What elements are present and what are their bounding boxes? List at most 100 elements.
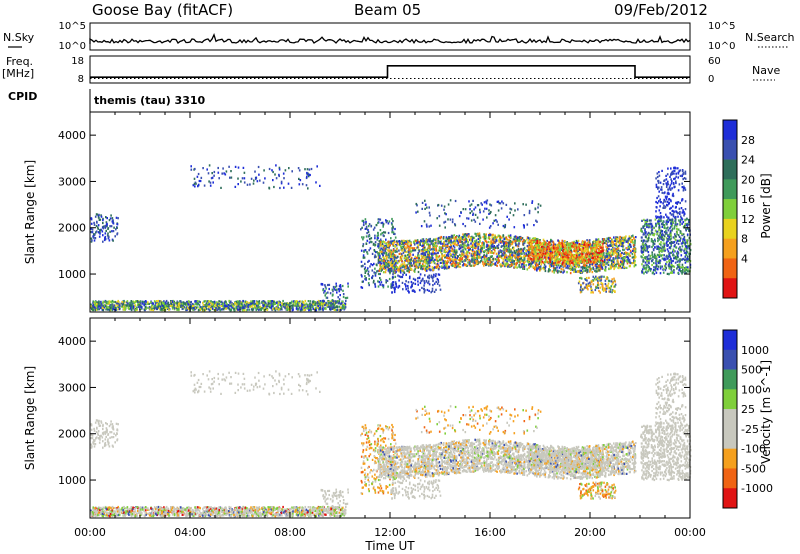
power-cell: [136, 307, 138, 310]
power-cell: [372, 274, 374, 278]
power-cell: [115, 228, 117, 231]
power-cell: [157, 299, 160, 303]
power-cell: [481, 243, 483, 247]
power-cell: [494, 234, 496, 237]
power-cell: [161, 304, 164, 307]
power-cell: [187, 308, 190, 311]
power-cell: [483, 237, 485, 240]
power-cell: [449, 261, 452, 264]
power-cell: [299, 179, 302, 182]
power-cell: [505, 247, 508, 250]
power-cell: [630, 240, 633, 244]
power-cell: [607, 238, 610, 241]
power-cell: [600, 267, 603, 270]
power-cell: [303, 302, 305, 305]
power-cell: [426, 262, 429, 265]
power-cell: [460, 238, 462, 241]
power-cell: [377, 269, 379, 273]
power-cell: [394, 245, 397, 248]
power-cell: [285, 304, 287, 307]
power-cell: [97, 308, 99, 311]
power-cell: [171, 300, 174, 303]
power-cell: [377, 272, 380, 276]
power-cell: [208, 180, 210, 183]
power-cell: [382, 267, 385, 270]
power-cell: [317, 304, 319, 307]
power-cell: [235, 300, 237, 303]
power-cell: [257, 165, 260, 169]
power-cell: [391, 262, 393, 265]
power-cell: [91, 308, 94, 311]
power-cell: [99, 232, 101, 235]
power-cell: [485, 263, 488, 266]
power-cell: [420, 257, 423, 260]
power-cell: [464, 263, 466, 266]
power-cell: [122, 303, 124, 306]
power-cell: [173, 300, 175, 303]
power-cell: [305, 302, 308, 305]
power-cell: [391, 231, 393, 234]
power-cell: [466, 264, 468, 267]
power-cell: [521, 259, 524, 262]
power-cell: [601, 262, 603, 265]
power-cell: [389, 272, 391, 275]
power-cell: [382, 256, 385, 259]
power-cell: [126, 304, 128, 307]
power-cell: [279, 186, 281, 190]
power-cell: [583, 267, 586, 270]
power-cell: [473, 264, 476, 267]
power-cell: [281, 302, 284, 305]
power-cell: [269, 306, 271, 309]
power-cell: [310, 308, 312, 311]
power-cell: [613, 253, 615, 256]
power-cell: [278, 174, 280, 178]
power-cell: [283, 177, 285, 180]
power-cell: [301, 183, 304, 186]
power-cell: [591, 271, 594, 274]
power-cell: [368, 241, 371, 244]
power-cell: [458, 248, 461, 251]
power-cell: [382, 249, 384, 252]
power-cell: [247, 304, 250, 307]
power-cell: [454, 252, 457, 255]
power-cell: [431, 248, 433, 251]
power-cell: [513, 236, 516, 239]
power-cell: [161, 301, 163, 304]
power-cell: [457, 255, 459, 258]
power-cell: [408, 253, 411, 256]
power-cell: [310, 303, 313, 306]
power-cell: [397, 260, 400, 263]
power-cell: [600, 258, 603, 261]
power-cell: [312, 307, 314, 310]
power-cell: [538, 262, 540, 265]
power-cell: [477, 251, 479, 254]
power-cell: [417, 270, 420, 274]
power-cell: [102, 219, 104, 222]
power-cell: [255, 177, 257, 181]
nsky-panel: N.Sky 10^5 10^0 10^5 10^0 N.Search: [3, 21, 795, 52]
power-cell: [390, 270, 393, 273]
power-cell: [326, 304, 328, 307]
power-cell: [601, 267, 604, 270]
power-cell: [532, 259, 535, 263]
power-cell: [614, 239, 617, 242]
power-cell: [491, 245, 494, 248]
power-cell: [223, 172, 225, 175]
power-cell: [393, 258, 396, 261]
power-cell: [523, 263, 525, 266]
power-cell: [377, 261, 380, 264]
power-cell: [617, 252, 620, 255]
power-cell: [408, 250, 410, 254]
power-cell: [307, 300, 310, 303]
power-cell: [595, 265, 598, 268]
power-cell: [627, 259, 630, 262]
power-cell: [106, 306, 109, 309]
power-cell: [392, 252, 395, 255]
power-cell: [260, 308, 262, 311]
power-cell: [559, 250, 562, 253]
power-cell: [447, 259, 449, 263]
power-cell: [327, 299, 329, 303]
power-cell: [422, 264, 425, 267]
power-cell: [414, 267, 416, 271]
power-cell: [392, 273, 394, 276]
